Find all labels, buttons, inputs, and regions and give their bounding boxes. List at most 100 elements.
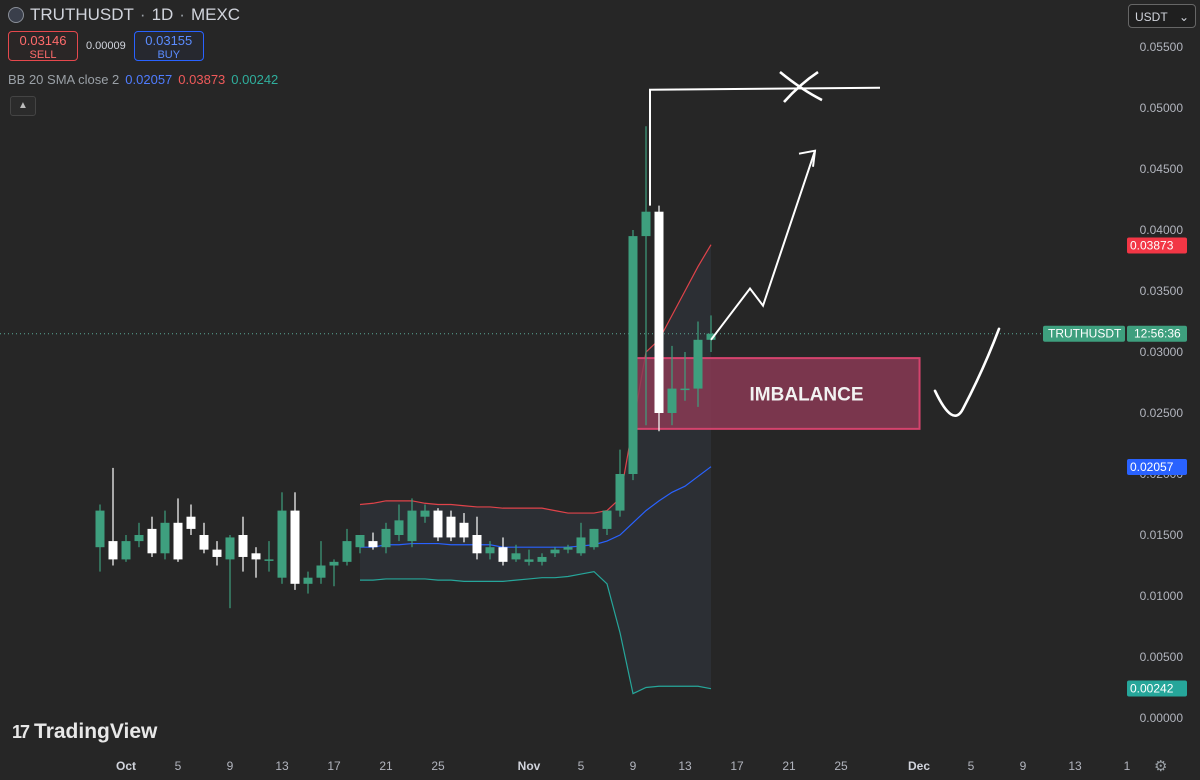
symbol-name[interactable]: TRUTHUSDT [30, 5, 134, 24]
candle [537, 553, 547, 566]
candle [238, 516, 248, 572]
candle [511, 544, 521, 562]
x-tick-label: Oct [116, 759, 136, 773]
buy-label: BUY [157, 49, 181, 61]
drawn-arrow-path [710, 150, 816, 341]
currency-select-value: USDT [1135, 10, 1168, 24]
candle [680, 352, 690, 401]
candle [589, 528, 599, 550]
candle-body [121, 541, 131, 560]
buy-button[interactable]: 0.03155 BUY [133, 31, 204, 61]
bb-lower-line [360, 570, 712, 695]
sell-label: SELL [29, 49, 57, 61]
candle [433, 508, 443, 542]
candle-body [615, 474, 625, 511]
candle [615, 449, 625, 517]
y-tick-label: 0.02500 [1140, 406, 1184, 420]
separator: · [179, 5, 185, 24]
candle [303, 571, 313, 594]
exchange: MEXC [190, 5, 241, 24]
candle [264, 541, 274, 572]
last-price-countdown-bg [1127, 325, 1187, 342]
candle [706, 315, 716, 352]
y-tick-label: 0.04000 [1140, 223, 1184, 237]
candle-body [316, 565, 326, 578]
x-tick-label: 9 [630, 759, 637, 773]
price-tag: 0.03873 [1130, 238, 1174, 252]
symbol-logo-icon [8, 7, 24, 23]
candle [524, 549, 534, 566]
candle [355, 535, 365, 554]
bb-band-fill [360, 244, 711, 694]
candle-body [680, 388, 690, 391]
candle-body [654, 211, 664, 413]
y-tick-label: 0.01500 [1140, 528, 1184, 542]
x-tick-label: 9 [1020, 759, 1027, 773]
candle-body [589, 528, 599, 548]
bb-basis-value: 0.02057 [125, 72, 173, 87]
candle [316, 541, 326, 584]
bb-basis-line [360, 466, 712, 548]
candle-body [537, 556, 547, 562]
candle-body [446, 516, 456, 538]
sell-button[interactable]: 0.03146 SELL [8, 31, 78, 61]
trade-panel: 0.03146 SELL 0.00009 0.03155 BUY [8, 31, 204, 61]
candle [628, 230, 638, 481]
candle-body [420, 510, 430, 517]
candle [420, 504, 430, 523]
candle [251, 547, 261, 578]
y-tick-label: 0.01000 [1140, 589, 1184, 603]
candle [108, 467, 118, 566]
indicator-legend[interactable]: BB 20 SMA close 2 0.02057 0.03873 0.0024… [8, 72, 278, 87]
drawn-high-line [649, 86, 881, 206]
collapse-legend-button[interactable]: ▲ [10, 96, 36, 116]
candle-body [108, 541, 118, 560]
spread-value: 0.00009 [86, 40, 126, 52]
y-tick-label: 0.03500 [1140, 284, 1184, 298]
candle [329, 559, 339, 587]
candle [602, 510, 612, 535]
interval[interactable]: 1D [151, 5, 174, 24]
separator: · [139, 5, 146, 24]
brand-name: TradingView [34, 720, 158, 743]
candle-body [277, 510, 287, 578]
candle-body [264, 559, 274, 561]
currency-select[interactable]: USDT ⌄ [1128, 4, 1196, 28]
drawn-arrow-head [798, 149, 817, 167]
imbalance-zone [631, 357, 921, 430]
x-tick-label: Nov [518, 759, 541, 773]
candle [550, 547, 560, 557]
x-tick-label: 5 [175, 759, 182, 773]
candle-body [628, 236, 638, 474]
candle [173, 498, 183, 562]
candle [199, 522, 209, 554]
gear-icon[interactable]: ⚙ [1154, 758, 1168, 775]
price-tag-bg [1127, 459, 1187, 476]
y-tick-label: 0.05500 [1140, 40, 1184, 54]
y-tick-label: 0.04500 [1140, 162, 1184, 176]
candle-body [472, 535, 482, 554]
y-tick-label: 0.00500 [1140, 650, 1184, 664]
candle-body [693, 339, 703, 389]
candle [95, 504, 105, 572]
candle [472, 516, 482, 560]
sell-price: 0.03146 [19, 33, 67, 48]
candle-body [368, 541, 378, 548]
price-tag: 0.00242 [1130, 681, 1174, 695]
bb-upper-value: 0.03873 [178, 72, 226, 87]
imbalance-label: IMBALANCE [750, 384, 864, 405]
price-tag-bg [1127, 680, 1187, 697]
candle-body [212, 549, 222, 557]
candle-body [407, 510, 417, 542]
x-tick-label: 25 [431, 759, 445, 773]
candle-body [641, 211, 651, 237]
candle [147, 516, 157, 557]
x-tick-label: 21 [782, 759, 796, 773]
chevron-up-icon: ▲ [18, 100, 28, 111]
cross-mark-stroke [779, 71, 823, 102]
candle-body [381, 528, 391, 548]
candle [186, 504, 196, 535]
candle-body [160, 522, 170, 554]
candle [407, 498, 417, 548]
